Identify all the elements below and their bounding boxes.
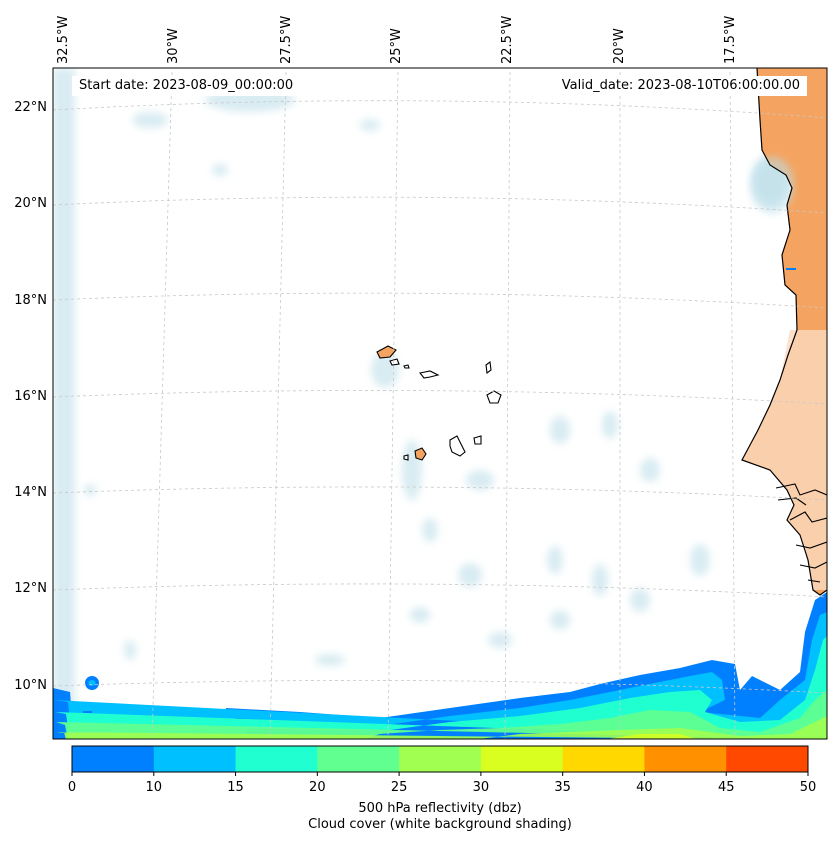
island-santiago <box>449 435 466 457</box>
colorbar-swatch <box>235 746 318 772</box>
lat-label: 16°N <box>14 389 47 404</box>
refl-level-30 <box>606 734 697 739</box>
colorbar-swatch <box>399 746 482 772</box>
lon-labels: 32.5°W 30°W 27.5°W 25°W 22.5°W 20°W 17.5… <box>56 16 738 64</box>
map-panel <box>53 68 827 739</box>
colorbar-swatch <box>72 746 155 772</box>
colorbar-tick-label: 50 <box>800 780 817 795</box>
colorbar-label-cloud-cover: Cloud cover (white background shading) <box>308 817 572 832</box>
colorbar: 0 10 15 20 25 30 35 40 45 50 <box>68 745 817 795</box>
map-frame <box>52 67 828 740</box>
island-sal <box>485 360 492 375</box>
island-maio <box>473 435 482 445</box>
island-sao-nicolau <box>419 370 440 379</box>
lon-label: 27.5°W <box>279 16 294 64</box>
colorbar-tick-label: 25 <box>391 780 408 795</box>
island-santa-luzia <box>403 364 410 369</box>
colorbar-tick-label: 30 <box>473 780 490 795</box>
island-santo-antao <box>376 345 397 359</box>
refl-level-25 <box>58 716 827 739</box>
coastline-africa <box>741 68 827 596</box>
colorbar-tick-label: 45 <box>718 780 735 795</box>
lat-label: 18°N <box>14 293 47 308</box>
lon-label: 30°W <box>166 28 181 64</box>
lon-label: 17.5°W <box>723 16 738 64</box>
island-fogo <box>414 447 427 461</box>
colorbar-caption: 500 hPa reflectivity (dbz) Cloud cover (… <box>0 801 837 833</box>
colorbar-tick-label: 0 <box>68 780 76 795</box>
lat-labels: 22°N 20°N 18°N 16°N 14°N 12°N 10°N <box>14 100 47 693</box>
lon-label: 25°W <box>389 28 404 64</box>
lat-label: 14°N <box>14 485 47 500</box>
start-date-label: Start date: 2023-08-09_00:00:00 <box>72 76 301 96</box>
lat-label: 20°N <box>14 196 47 211</box>
coastal-cloud <box>750 157 794 213</box>
lon-label: 32.5°W <box>56 16 71 64</box>
lon-label: 20°W <box>612 28 627 64</box>
colorbar-swatch <box>153 746 237 772</box>
colorbar-tick-label: 35 <box>554 780 571 795</box>
national-borders <box>775 483 827 583</box>
lat-label: 12°N <box>14 581 47 596</box>
colorbar-swatch <box>726 746 809 772</box>
colorbar-tick-label: 10 <box>146 780 163 795</box>
land-pale-shading <box>742 330 827 590</box>
lat-label: 22°N <box>14 100 47 115</box>
colorbar-label-reflectivity: 500 hPa reflectivity (dbz) <box>358 801 522 816</box>
colorbar-swatch <box>317 746 400 772</box>
island-brava <box>403 454 409 461</box>
colorbar-tick-label: 15 <box>227 780 244 795</box>
colorbar-swatch <box>644 746 727 772</box>
graticule <box>53 71 827 739</box>
coastal-marker <box>786 268 796 270</box>
colorbar-swatch <box>480 746 564 772</box>
valid-date-label: Valid_date: 2023-08-10T06:00:00.00 <box>554 76 807 96</box>
reflectivity-band <box>53 592 827 739</box>
colorbar-frame <box>71 745 809 773</box>
refl-level-20 <box>56 690 827 739</box>
lat-label: 10°N <box>14 678 47 693</box>
colorbar-swatch <box>562 746 645 772</box>
colorbar-tick-label: 40 <box>636 780 653 795</box>
island-sao-vicente <box>389 358 400 366</box>
colorbar-tick-label: 20 <box>309 780 326 795</box>
lon-label: 22.5°W <box>500 16 515 64</box>
